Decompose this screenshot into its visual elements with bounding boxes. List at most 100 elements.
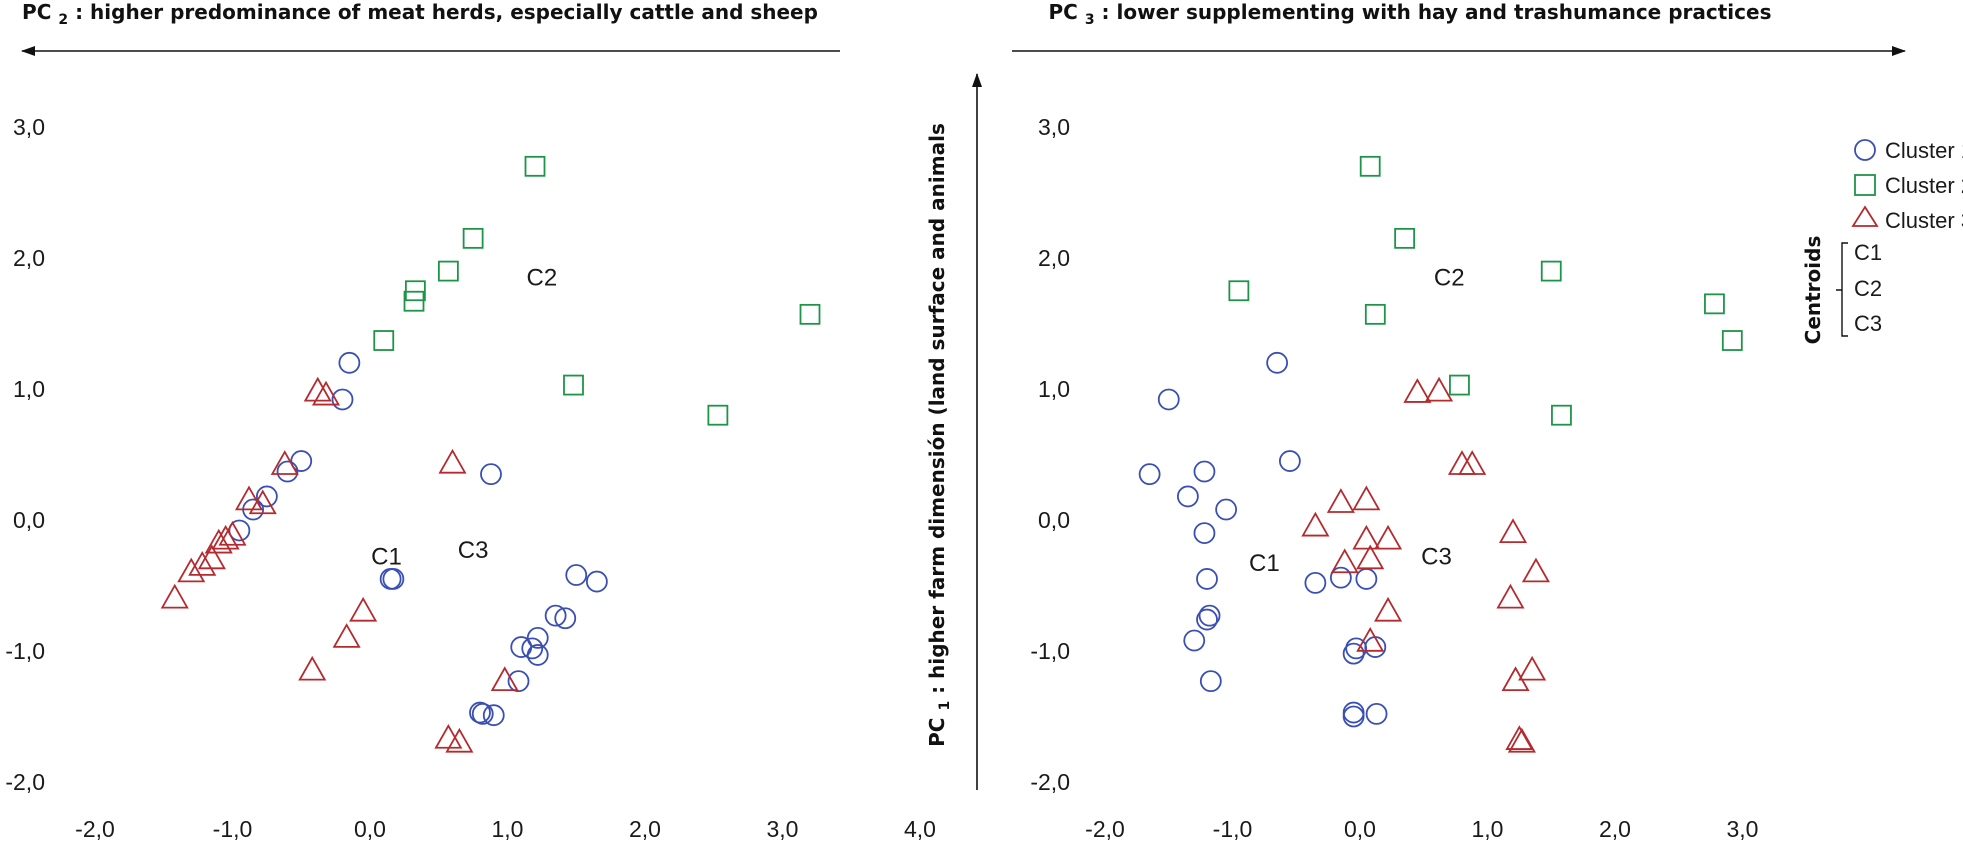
cluster-3-point [438, 448, 467, 474]
cluster-2-point [707, 404, 729, 426]
cluster-3-point [1425, 376, 1454, 402]
cluster-1-point [1365, 702, 1388, 725]
x-tick-label: 2,0 [629, 816, 661, 842]
x-tick-label: 1,0 [492, 816, 524, 842]
cluster-3-point [218, 520, 247, 546]
cluster-1-point [276, 460, 299, 483]
cluster-3-point [303, 376, 332, 402]
y-tick-label: 3,0 [1038, 114, 1070, 140]
cluster-2-point [403, 290, 425, 312]
cluster-3-point [177, 557, 206, 583]
panel1-title-pc: PC [22, 0, 51, 24]
pc1-axis-label-pc: PC [925, 718, 949, 747]
cluster-1-point [1342, 642, 1365, 665]
x-tick-label: 3,0 [1727, 816, 1759, 842]
centroid-label-c2: C2 [1434, 265, 1465, 292]
cluster-3-point [188, 551, 217, 576]
cluster-3-point [490, 666, 519, 692]
cluster-3-point [1301, 511, 1330, 537]
legend-square-marker [1854, 174, 1876, 196]
x-tick-label: -1,0 [213, 816, 253, 842]
cluster-1-point [1342, 705, 1365, 728]
cluster-1-point [554, 607, 577, 630]
cluster-2-point [1364, 303, 1386, 325]
cluster-2-point [462, 227, 484, 249]
cluster-3-point [197, 544, 226, 570]
cluster-3-point [349, 596, 378, 622]
legend-centroid-c2: C2 [1854, 276, 1882, 301]
cluster-2-point [1394, 227, 1416, 249]
cluster-2-point [1721, 330, 1743, 351]
cluster-1-point [521, 637, 544, 660]
pc1-axis-label: PC 1 : higher farm dimensión (land surfa… [925, 123, 954, 747]
cluster-2-point [1449, 374, 1470, 396]
y-tick-label: 0,0 [1038, 507, 1070, 533]
cluster-3-point [434, 723, 463, 749]
panel1-title-subscript: 2 [58, 12, 68, 28]
cluster-1-point [480, 463, 502, 486]
cluster-3-point [1352, 524, 1381, 550]
cluster-3-point [1374, 596, 1403, 622]
cluster-3-point [1518, 655, 1547, 681]
x-tick-label: 3,0 [767, 816, 799, 842]
legend-label-cluster-3: Cluster 3 [1885, 208, 1963, 233]
panel2-plot: -2,0 -1,0 0,0 1,0 2,0 3,0 3,0 2,0 1,0 0,0 -1,0 -2,0… [1030, 114, 1758, 842]
cluster-2-point [563, 374, 584, 396]
cluster-3-point [1330, 548, 1359, 574]
cluster-1-point [585, 570, 608, 593]
cluster-2-point [437, 260, 459, 282]
cluster-3-point [248, 489, 277, 515]
cluster-3-point [1498, 518, 1528, 543]
panel1-plot: -2,0 -1,0 0,0 1,0 2,0 3,0 4,0 3,0 2,0 1,0 0,0 -1,0 -… [5, 114, 936, 842]
cluster-1-point [1198, 604, 1221, 627]
centroid-label-c2: C2 [527, 265, 558, 292]
cluster-2-point [1551, 404, 1572, 426]
cluster-3-point [1496, 583, 1525, 609]
cluster-1-point [1329, 566, 1352, 589]
cluster-2-point [1228, 280, 1250, 302]
y-tick-label: 2,0 [13, 245, 45, 271]
cluster-3-point [270, 450, 299, 475]
x-tick-label: 0,0 [354, 816, 386, 842]
cluster-3-point [311, 380, 341, 406]
cluster-1-point [565, 564, 588, 586]
cluster-1-point [526, 644, 549, 666]
y-tick-label: 0,0 [13, 507, 45, 533]
cluster-1-point [1199, 670, 1222, 693]
cluster-1-point [1193, 522, 1216, 544]
cluster-3-point [1352, 485, 1381, 511]
panel2-title: PC 3 : lower supplementing with hay and … [1049, 0, 1772, 29]
cluster-1-point [228, 519, 251, 542]
cluster-1-point [1176, 485, 1199, 508]
panel2-title-pc: PC [1049, 0, 1078, 24]
cluster-2-point [373, 330, 395, 351]
cluster-1-point [1215, 498, 1238, 521]
panel1-title-text: : higher predominance of meat herds, esp… [75, 0, 818, 24]
cluster-3-point [160, 583, 189, 609]
cluster-1-point [469, 701, 491, 724]
cluster-1-point [482, 704, 505, 727]
cluster-1-point [471, 702, 494, 725]
centroid-label-c1: C1 [1249, 550, 1280, 577]
cluster-1-point [1278, 450, 1301, 472]
cluster-3-point [1403, 378, 1432, 403]
y-tick-label: -1,0 [5, 638, 45, 664]
cluster-3-point [204, 528, 233, 554]
pc1-axis-label-subscript: 1 [937, 701, 953, 711]
legend-label-cluster-2: Cluster 2 [1885, 173, 1963, 198]
cluster-3-point [1507, 727, 1536, 753]
cluster-3-point [1505, 725, 1534, 750]
panel1-title: PC 2 : higher predominance of meat herds… [22, 0, 818, 29]
cluster-3-point [1458, 450, 1487, 475]
cluster-1-point [1355, 568, 1378, 590]
cluster-1-point [331, 388, 354, 411]
cluster-1-point [1364, 636, 1387, 658]
cluster-1-point [1196, 608, 1218, 631]
legend-triangle-marker [1851, 205, 1879, 227]
x-tick-label: 1,0 [1472, 816, 1504, 842]
cluster-3-point [1374, 524, 1403, 550]
legend-circle-marker [1854, 139, 1876, 161]
cluster-3-point [298, 655, 327, 681]
y-tick-label: 1,0 [1038, 376, 1070, 402]
